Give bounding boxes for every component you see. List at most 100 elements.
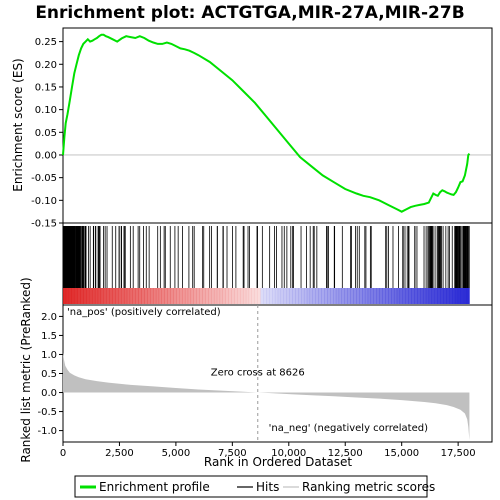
colorbar-segment: [129, 288, 133, 304]
colorbar-segment: [457, 288, 462, 304]
colorbar-segment: [425, 288, 430, 304]
colorbar-segment: [303, 288, 308, 304]
colorbar-segment: [283, 288, 287, 304]
metric-y-axis: -1.0 -0.5 0.0 0.5 1.0 1.5 2.0: [37, 312, 63, 437]
colorbar-segment: [321, 288, 325, 304]
colorbar-segment: [385, 288, 389, 304]
colorbar-segment: [173, 288, 177, 304]
metric-y-tick-label: -0.5: [37, 407, 57, 418]
colorbar-segment: [71, 288, 75, 304]
colorbar-segment: [298, 288, 302, 304]
colorbar-segment: [391, 288, 395, 304]
es-y-tick-label: 0.05: [35, 128, 57, 139]
colorbar-segment: [422, 288, 427, 304]
colorbar-segment: [277, 288, 282, 304]
colorbar-segment: [254, 288, 258, 304]
colorbar-segment: [161, 288, 165, 304]
colorbar-segment: [251, 288, 255, 304]
colorbar-segment: [222, 288, 226, 304]
colorbar-segment: [295, 288, 299, 304]
colorbar-segment: [347, 288, 351, 304]
x-tick-label: 0: [60, 448, 66, 459]
x-tick-label: 12,500: [328, 448, 363, 459]
colorbar-segment: [176, 288, 180, 304]
colorbar-segment: [211, 288, 215, 304]
positive-correlation-label: 'na_pos' (positively correlated): [67, 307, 221, 318]
colorbar-segment: [208, 288, 212, 304]
colorbar-segment: [379, 288, 383, 304]
colorbar-segment: [356, 288, 360, 304]
colorbar-segment: [330, 288, 334, 304]
colorbar-segment: [225, 288, 229, 304]
colorbar-segment: [112, 288, 116, 304]
es-y-axis-label: Enrichment score (ES): [11, 58, 25, 191]
es-panel: -0.15-0.10-0.050.000.050.100.150.200.25 …: [11, 27, 493, 230]
colorbar-segment: [170, 288, 174, 304]
colorbar-segment: [399, 288, 403, 304]
colorbar-segment: [443, 288, 447, 304]
es-y-tick-label: 0.15: [35, 82, 57, 93]
colorbar-segment: [240, 288, 244, 304]
colorbar-segment: [164, 288, 168, 304]
legend-hits-label: Hits: [256, 480, 279, 494]
colorbar-segment: [86, 288, 90, 304]
colorbar-segment: [94, 288, 99, 304]
colorbar-segment: [376, 288, 380, 304]
colorbar-segment: [248, 288, 252, 304]
es-y-tick-label: -0.10: [31, 196, 57, 207]
colorbar-segment: [411, 288, 415, 304]
colorbar-segment: [205, 288, 209, 304]
metric-y-tick-label: 1.5: [41, 331, 57, 342]
colorbar-segment: [431, 288, 435, 304]
x-tick-label: 10,000: [271, 448, 306, 459]
colorbar-segment: [138, 288, 142, 304]
colorbar-segment: [187, 288, 192, 304]
colorbar-segment: [147, 288, 151, 304]
colorbar-segment: [89, 288, 93, 304]
colorbar-segment: [440, 288, 444, 304]
colorbar-segment: [63, 288, 67, 304]
colorbar-segment: [135, 288, 139, 304]
rank-colorbar: [63, 288, 470, 304]
colorbar-segment: [109, 288, 113, 304]
colorbar-segment: [92, 288, 96, 304]
colorbar-segment: [260, 288, 264, 304]
metric-y-tick-label: -1.0: [37, 426, 57, 437]
x-tick-label: 5,000: [162, 448, 191, 459]
colorbar-segment: [274, 288, 279, 304]
colorbar-segment: [74, 288, 78, 304]
colorbar-segment: [417, 288, 421, 304]
colorbar-segment: [97, 288, 102, 304]
colorbar-segment: [68, 288, 73, 304]
colorbar-segment: [309, 288, 313, 304]
colorbar-segment: [414, 288, 418, 304]
es-y-tick-label: 0.20: [35, 60, 57, 71]
colorbar-segment: [219, 288, 223, 304]
colorbar-segment: [362, 288, 366, 304]
zero-cross-label: Zero cross at 8626: [211, 367, 305, 378]
colorbar-segment: [353, 288, 357, 304]
colorbar-segment: [266, 288, 270, 304]
colorbar-segment: [196, 288, 200, 304]
colorbar-segment: [216, 288, 221, 304]
colorbar-segment: [237, 288, 241, 304]
colorbar-segment: [292, 288, 296, 304]
colorbar-segment: [373, 288, 377, 304]
colorbar-segment: [257, 288, 261, 304]
colorbar-segment: [123, 288, 128, 304]
colorbar-segment: [234, 288, 238, 304]
colorbar-segment: [80, 288, 84, 304]
colorbar-segment: [202, 288, 206, 304]
colorbar-segment: [370, 288, 374, 304]
colorbar-segment: [269, 288, 273, 304]
colorbar-segment: [318, 288, 322, 304]
es-y-axis: -0.15 -0.10 -0.05 0.00 0.05 0.10 0.15 0.20 0.25: [31, 37, 63, 230]
metric-panel: -1.0 -0.5 0.0 0.5 1.0 1.5 2.0 0 2,500 5,000 7,500…: [19, 277, 493, 469]
x-tick-label: 17,500: [441, 448, 476, 459]
colorbar-segment: [126, 288, 131, 304]
metric-y-tick-label: 0.0: [41, 388, 57, 399]
colorbar-segment: [199, 288, 203, 304]
x-tick-label: 2,500: [105, 448, 134, 459]
colorbar-segment: [286, 288, 290, 304]
